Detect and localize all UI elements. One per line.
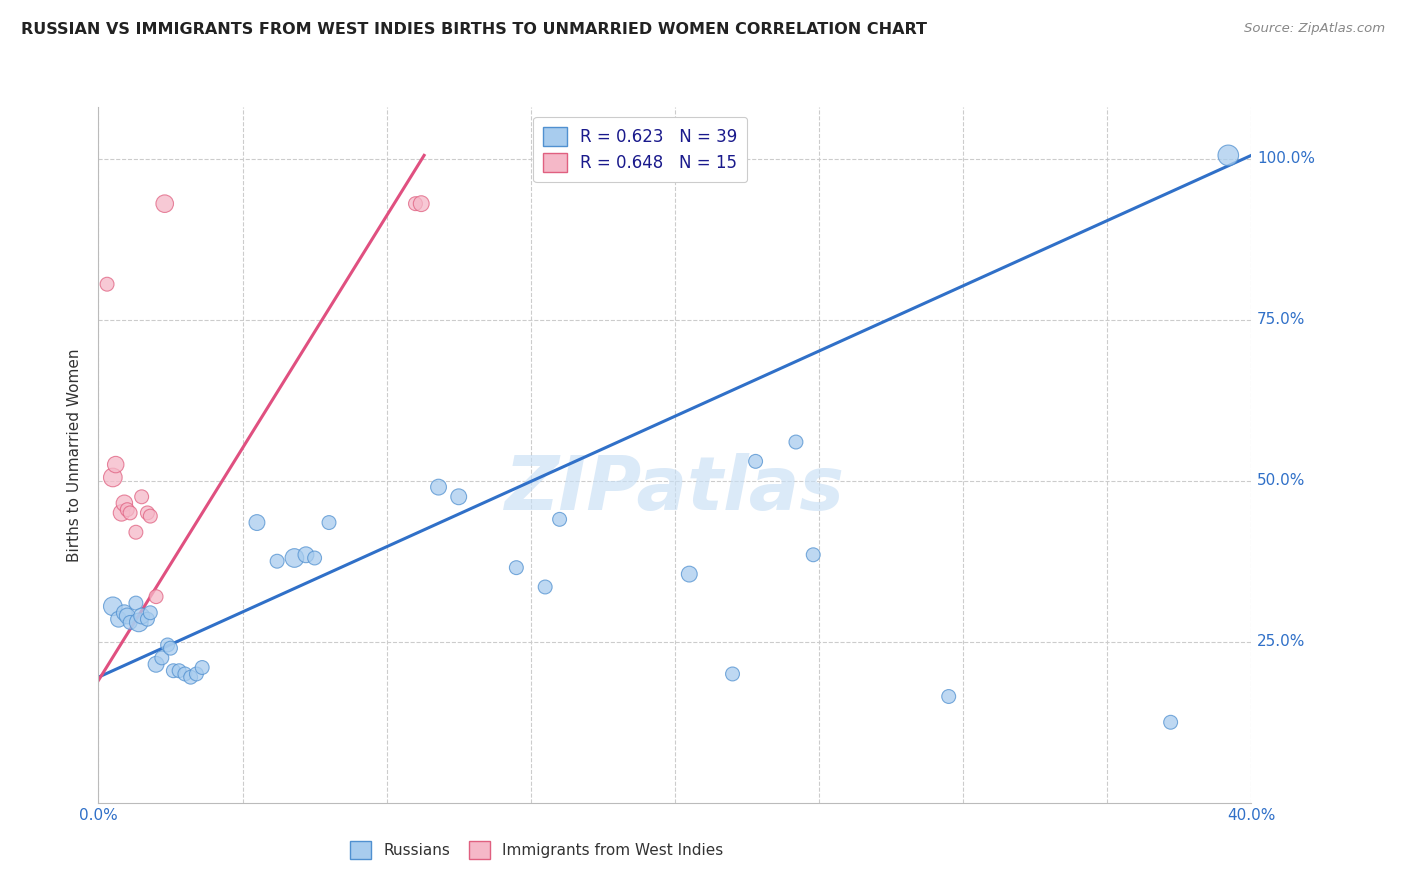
Point	[117, 609, 138, 624]
Point	[156, 638, 179, 652]
Point	[505, 560, 527, 574]
Point	[112, 496, 135, 510]
Point	[411, 196, 433, 211]
Point	[128, 615, 150, 630]
Point	[246, 516, 269, 530]
Point	[427, 480, 450, 494]
Point	[136, 506, 159, 520]
Point	[283, 551, 305, 566]
Point	[125, 525, 148, 540]
Text: ZIPatlas: ZIPatlas	[505, 453, 845, 526]
Point	[1160, 715, 1182, 730]
Point	[295, 548, 318, 562]
Point	[721, 667, 744, 681]
Point	[136, 612, 159, 626]
Point	[110, 506, 132, 520]
Point	[162, 664, 184, 678]
Point	[107, 612, 129, 626]
Text: 75.0%: 75.0%	[1257, 312, 1306, 327]
Point	[167, 664, 190, 678]
Point	[139, 509, 162, 524]
Point	[180, 670, 202, 684]
Point	[785, 435, 807, 450]
Point	[117, 502, 138, 516]
Point	[120, 615, 142, 630]
Point	[744, 454, 766, 468]
Point	[174, 667, 197, 681]
Point	[131, 609, 153, 624]
Point	[96, 277, 118, 292]
Text: Source: ZipAtlas.com: Source: ZipAtlas.com	[1244, 22, 1385, 36]
Point	[938, 690, 960, 704]
Point	[191, 660, 214, 674]
Point	[153, 196, 176, 211]
Y-axis label: Births to Unmarried Women: Births to Unmarried Women	[67, 348, 83, 562]
Point	[101, 599, 124, 614]
Legend: Russians, Immigrants from West Indies: Russians, Immigrants from West Indies	[343, 835, 730, 864]
Point	[145, 657, 167, 672]
Text: 100.0%: 100.0%	[1257, 151, 1315, 166]
Text: 25.0%: 25.0%	[1257, 634, 1306, 649]
Point	[1218, 148, 1240, 162]
Point	[125, 596, 148, 610]
Text: 50.0%: 50.0%	[1257, 473, 1306, 488]
Point	[447, 490, 470, 504]
Point	[266, 554, 288, 568]
Point	[145, 590, 167, 604]
Point	[186, 667, 208, 681]
Point	[112, 606, 135, 620]
Point	[101, 470, 124, 484]
Point	[304, 551, 326, 566]
Point	[131, 490, 153, 504]
Point	[150, 651, 173, 665]
Point	[678, 567, 700, 582]
Point	[318, 516, 340, 530]
Point	[548, 512, 571, 526]
Point	[159, 641, 181, 656]
Point	[405, 196, 427, 211]
Point	[139, 606, 162, 620]
Point	[534, 580, 557, 594]
Point	[104, 458, 127, 472]
Text: RUSSIAN VS IMMIGRANTS FROM WEST INDIES BIRTHS TO UNMARRIED WOMEN CORRELATION CHA: RUSSIAN VS IMMIGRANTS FROM WEST INDIES B…	[21, 22, 927, 37]
Point	[120, 506, 142, 520]
Point	[801, 548, 824, 562]
